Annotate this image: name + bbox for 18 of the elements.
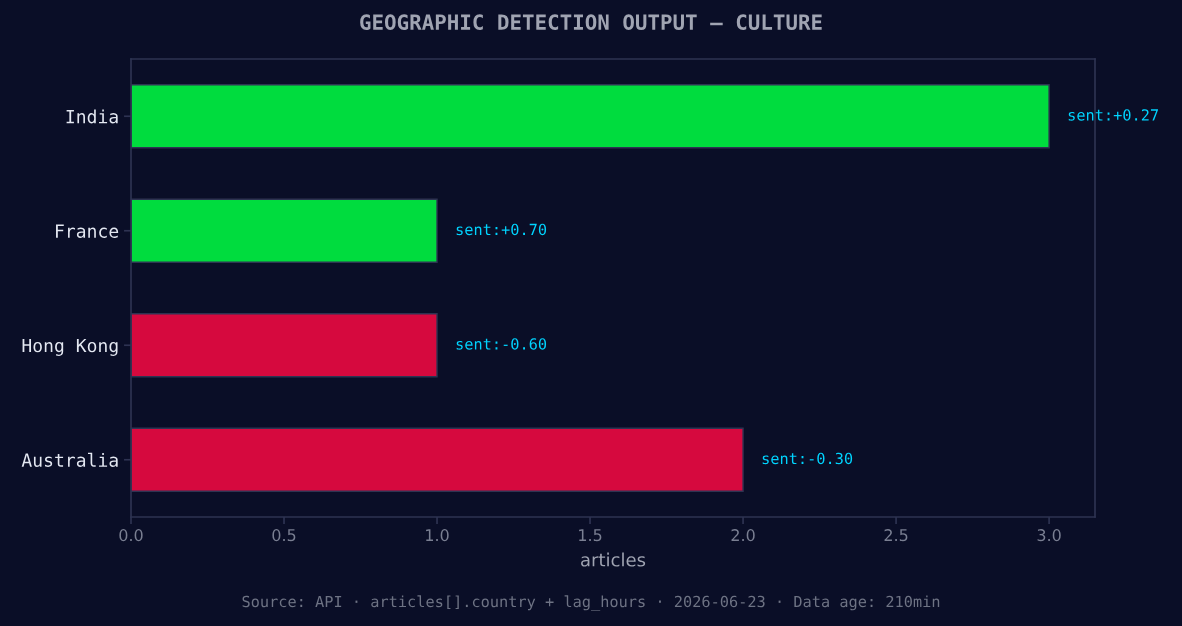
annotation: sent:-0.60 (456, 338, 547, 350)
x-tick-label: 2.5 (884, 529, 908, 542)
source-note: Source: API · articles[].country + lag_hours · 2026-06-23 · Data age: 210min (242, 595, 940, 611)
x-tick-label: 2.0 (731, 529, 755, 542)
x-tick-label: 0.0 (119, 529, 143, 542)
chart-title: GEOGRAPHIC DETECTION OUTPUT — CULTURE (360, 14, 822, 31)
x-tick-label: 1.5 (579, 529, 602, 542)
annotation: sent:+0.27 (1068, 109, 1158, 121)
annotation: sent:-0.30 (762, 452, 853, 465)
x-tick-label: 3.0 (1037, 529, 1061, 542)
y-tick-label: France (56, 224, 119, 238)
x-tick-label: 0.5 (272, 529, 296, 542)
x-axis-title: articles (581, 552, 646, 567)
y-tick-label: Australia (21, 452, 118, 467)
annotation: sent:+0.70 (456, 223, 547, 236)
x-tick-label: 1.0 (426, 529, 449, 542)
y-tick-label: Hong Kong (22, 338, 118, 356)
y-tick-label: India (66, 109, 118, 124)
